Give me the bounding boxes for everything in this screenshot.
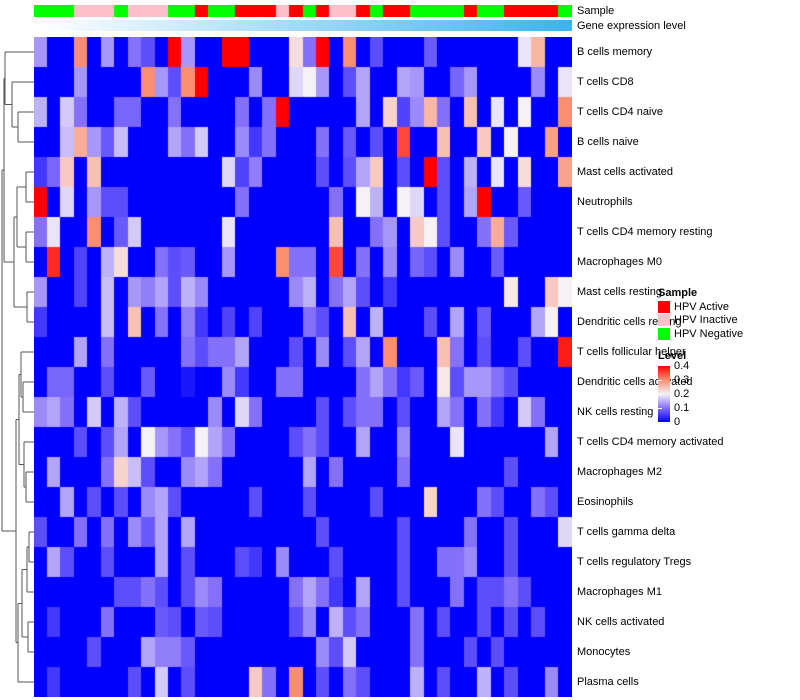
row-label: Mast cells activated xyxy=(577,166,673,178)
legend-sample-items: HPV Active HPV Inactive HPV Negative xyxy=(658,300,798,341)
heatmap-body xyxy=(34,37,572,697)
row-label: T cells CD4 memory resting xyxy=(577,226,713,238)
row-label: B cells memory xyxy=(577,46,653,58)
gene-expression-annotation-bar xyxy=(34,20,572,31)
row-label: Neutrophils xyxy=(577,196,633,208)
row-label: Macrophages M2 xyxy=(577,466,662,478)
legend-swatch xyxy=(658,327,670,340)
gene-bar-label: Gene expression level xyxy=(577,20,686,32)
row-label: T cells CD4 memory activated xyxy=(577,436,724,448)
row-label: NK cells activated xyxy=(577,616,665,628)
level-tick-label: 0 xyxy=(674,415,681,428)
row-label: T cells regulatory Tregs xyxy=(577,556,692,568)
legend-item: HPV Active xyxy=(658,300,798,314)
row-label: T cells follicular helper xyxy=(577,346,686,358)
legend-item-label: HPV Negative xyxy=(674,327,744,340)
row-labels: B cells memory T cells CD8 T cells CD4 nai… xyxy=(577,37,777,697)
row-label: Monocytes xyxy=(577,646,631,658)
legend-swatch xyxy=(658,314,670,327)
row-label: Macrophages M0 xyxy=(577,256,662,268)
row-label: Plasma cells xyxy=(577,676,639,688)
row-label: B cells naive xyxy=(577,136,639,148)
level-tick-mark xyxy=(658,407,662,409)
sample-annotation-bar xyxy=(34,5,572,17)
legend-sample-title: Sample xyxy=(658,287,698,299)
level-tick-label: 0.4 xyxy=(674,359,690,372)
row-label: T cells CD8 xyxy=(577,76,634,88)
row-label: Dendritic cells resting xyxy=(577,316,682,328)
level-tick-label: 0.1 xyxy=(674,401,690,414)
level-tick-label: 0.2 xyxy=(674,387,690,400)
legend-item-label: HPV Inactive xyxy=(674,314,738,327)
row-label: Mast cells resting xyxy=(577,286,662,298)
legend: Sample HPV Active HPV Inactive HPV Negativ… xyxy=(658,287,798,427)
row-label: T cells gamma delta xyxy=(577,526,676,538)
legend-item: HPV Inactive xyxy=(658,314,798,328)
row-label: NK cells resting xyxy=(577,406,654,418)
row-dendrogram xyxy=(1,51,34,683)
level-colorbar-wrap: 0.4 0.3 0.2 0.1 0 xyxy=(658,360,798,427)
row-label: Eosinophils xyxy=(577,496,634,508)
legend-swatch xyxy=(658,300,670,313)
sample-bar-label: Sample xyxy=(577,5,615,17)
legend-item-label: HPV Active xyxy=(674,300,730,313)
level-tick-label: 0.3 xyxy=(674,373,690,386)
level-tick-mark xyxy=(658,393,662,395)
legend-level-title: Level xyxy=(658,349,687,362)
legend-level-block: Level 0.4 0.3 0.2 0.1 0 xyxy=(658,349,798,427)
level-tick-mark xyxy=(658,379,662,381)
row-label: Macrophages M1 xyxy=(577,586,662,598)
legend-item: HPV Negative xyxy=(658,327,798,341)
row-label: T cells CD4 naive xyxy=(577,106,663,118)
